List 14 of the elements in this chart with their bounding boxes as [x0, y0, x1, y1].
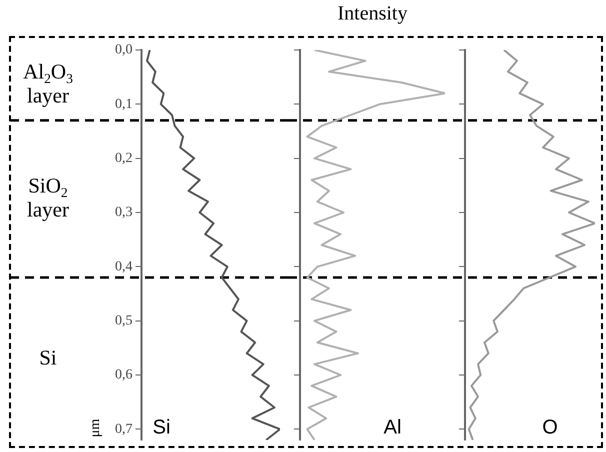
- x-axis-title: Intensity: [338, 2, 408, 24]
- text: Si: [152, 416, 170, 439]
- y-tick-label: 0,7: [115, 422, 132, 437]
- y-tick-label: 0,3: [115, 205, 132, 220]
- y-tick-label: 0,6: [115, 368, 132, 383]
- y-tick-label: 0,0: [115, 42, 132, 58]
- text: O: [542, 416, 558, 439]
- y-tick-label: 0,5: [115, 314, 132, 329]
- y-axis-title: μm: [88, 418, 104, 438]
- text: Al: [384, 416, 402, 439]
- y-tick-label: 0,4: [115, 259, 132, 274]
- y-tick-label: 0,1: [115, 96, 132, 112]
- y-tick-label: 0,2: [115, 151, 132, 166]
- text: Si: [39, 345, 57, 370]
